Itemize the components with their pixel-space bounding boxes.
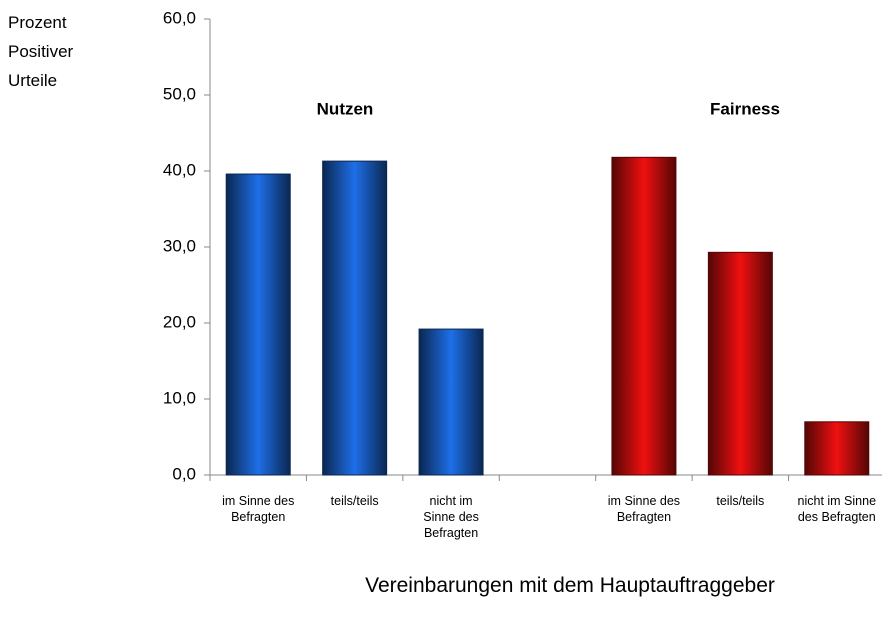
bar <box>804 421 870 476</box>
y-tick-label: 40,0 <box>163 160 196 179</box>
x-axis-label: Vereinbarungen mit dem Hauptauftraggeber <box>365 574 775 597</box>
y-tick-label: 30,0 <box>163 236 196 255</box>
annotation: Nutzen <box>317 99 374 118</box>
y-tick-label: 60,0 <box>163 8 196 27</box>
y-tick-label: 10,0 <box>163 388 196 407</box>
bar <box>418 328 484 476</box>
y-axis-label: Prozent Positiver Urteile <box>8 13 74 90</box>
bar <box>322 160 388 476</box>
x-tick-label: nicht im Sinne des Befragten <box>797 494 877 524</box>
bar <box>707 251 773 476</box>
x-tick-label: im Sinne des Befragten <box>222 494 295 524</box>
x-tick-label: teils/teils <box>330 494 379 508</box>
x-tick-label: nicht im Sinne des Befragten <box>423 494 479 540</box>
y-tick-label: 50,0 <box>163 84 196 103</box>
y-tick-label: 20,0 <box>163 312 196 331</box>
y-tick-label: 0,0 <box>172 464 196 483</box>
annotation: Fairness <box>710 99 780 118</box>
x-tick-label: teils/teils <box>716 494 765 508</box>
bar <box>611 156 677 476</box>
bar <box>225 173 291 476</box>
x-tick-label: im Sinne des Befragten <box>607 494 681 524</box>
